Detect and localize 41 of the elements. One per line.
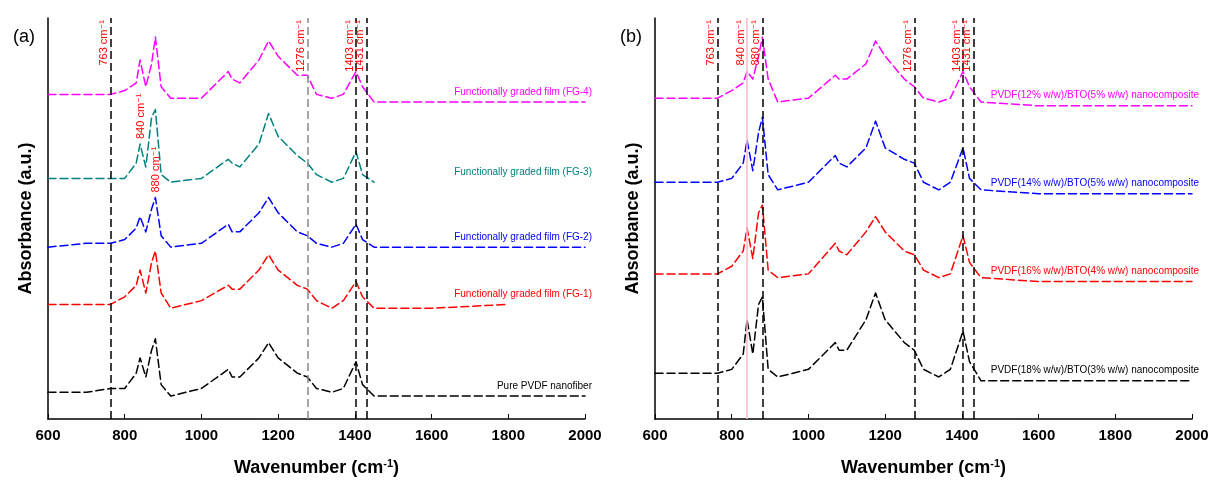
x-tick-label: 2000 xyxy=(568,426,602,443)
x-tick-label: 1800 xyxy=(491,426,525,443)
x-tick-label: 1600 xyxy=(414,426,449,443)
series-label: Functionally graded film (FG-4) xyxy=(454,85,592,97)
x-tick-label: 600 xyxy=(35,426,61,443)
x-tick-label: 1000 xyxy=(184,426,219,443)
ref-line-label: 1276 cm⁻¹ xyxy=(900,19,913,72)
annotation: 840 cm⁻¹ xyxy=(134,93,147,140)
series-label: Pure PVDF nanofiber xyxy=(496,379,593,391)
series-label: PVDF(12% w/w)/BTO(5% w/w) nanocomposite xyxy=(990,89,1200,101)
series-label: PVDF(18% w/w)/BTO(3% w/w) nanocomposite xyxy=(990,364,1200,376)
series-label: PVDF(16% w/w)/BTO(4% w/w) nanocomposite xyxy=(990,265,1200,277)
y-axis-title: Absorbance (a.u.) xyxy=(15,142,35,295)
ref-line-label: 1403 cm⁻¹ xyxy=(949,19,962,72)
ref-line-label: 880 cm⁻¹ xyxy=(748,19,761,66)
x-tick-label: 1400 xyxy=(945,426,979,443)
y-axis-title: Absorbance (a.u.) xyxy=(622,142,642,295)
text: Functionally graded film (FG-3) xyxy=(454,165,592,177)
x-tick-label: 1600 xyxy=(1021,426,1056,443)
x-tick-label: 1200 xyxy=(868,426,902,443)
series-label: PVDF(14% w/w)/BTO(5% w/w) nanocomposite xyxy=(990,177,1200,189)
annotation: 880 cm⁻¹ xyxy=(149,146,162,193)
ref-line-label: 763 cm⁻¹ xyxy=(704,19,717,66)
ref-line-label: 1431 cm⁻¹ xyxy=(353,19,366,72)
ref-line-label: 1431 cm⁻¹ xyxy=(960,19,973,72)
x-tick-label: 1200 xyxy=(261,426,295,443)
x-tick-label: 800 xyxy=(112,426,138,443)
x-tick-label: 1000 xyxy=(791,426,826,443)
x-tick-label: 600 xyxy=(642,426,668,443)
series-label: Functionally graded film (FG-2) xyxy=(454,230,592,242)
x-tick-label: 1800 xyxy=(1098,426,1132,443)
ref-line-label: 763 cm⁻¹ xyxy=(97,19,110,66)
chart-title: (b) xyxy=(620,26,642,46)
ref-line-label: 1403 cm⁻¹ xyxy=(342,19,355,72)
x-tick-label: 1400 xyxy=(338,426,372,443)
ref-line-label: 840 cm⁻¹ xyxy=(733,19,746,66)
series-label: Functionally graded film (FG-1) xyxy=(454,287,592,299)
x-tick-label: 2000 xyxy=(1175,426,1209,443)
ref-line-label: 1276 cm⁻¹ xyxy=(293,19,306,72)
x-tick-label: 800 xyxy=(719,426,745,443)
chart-title: (a) xyxy=(13,26,35,46)
